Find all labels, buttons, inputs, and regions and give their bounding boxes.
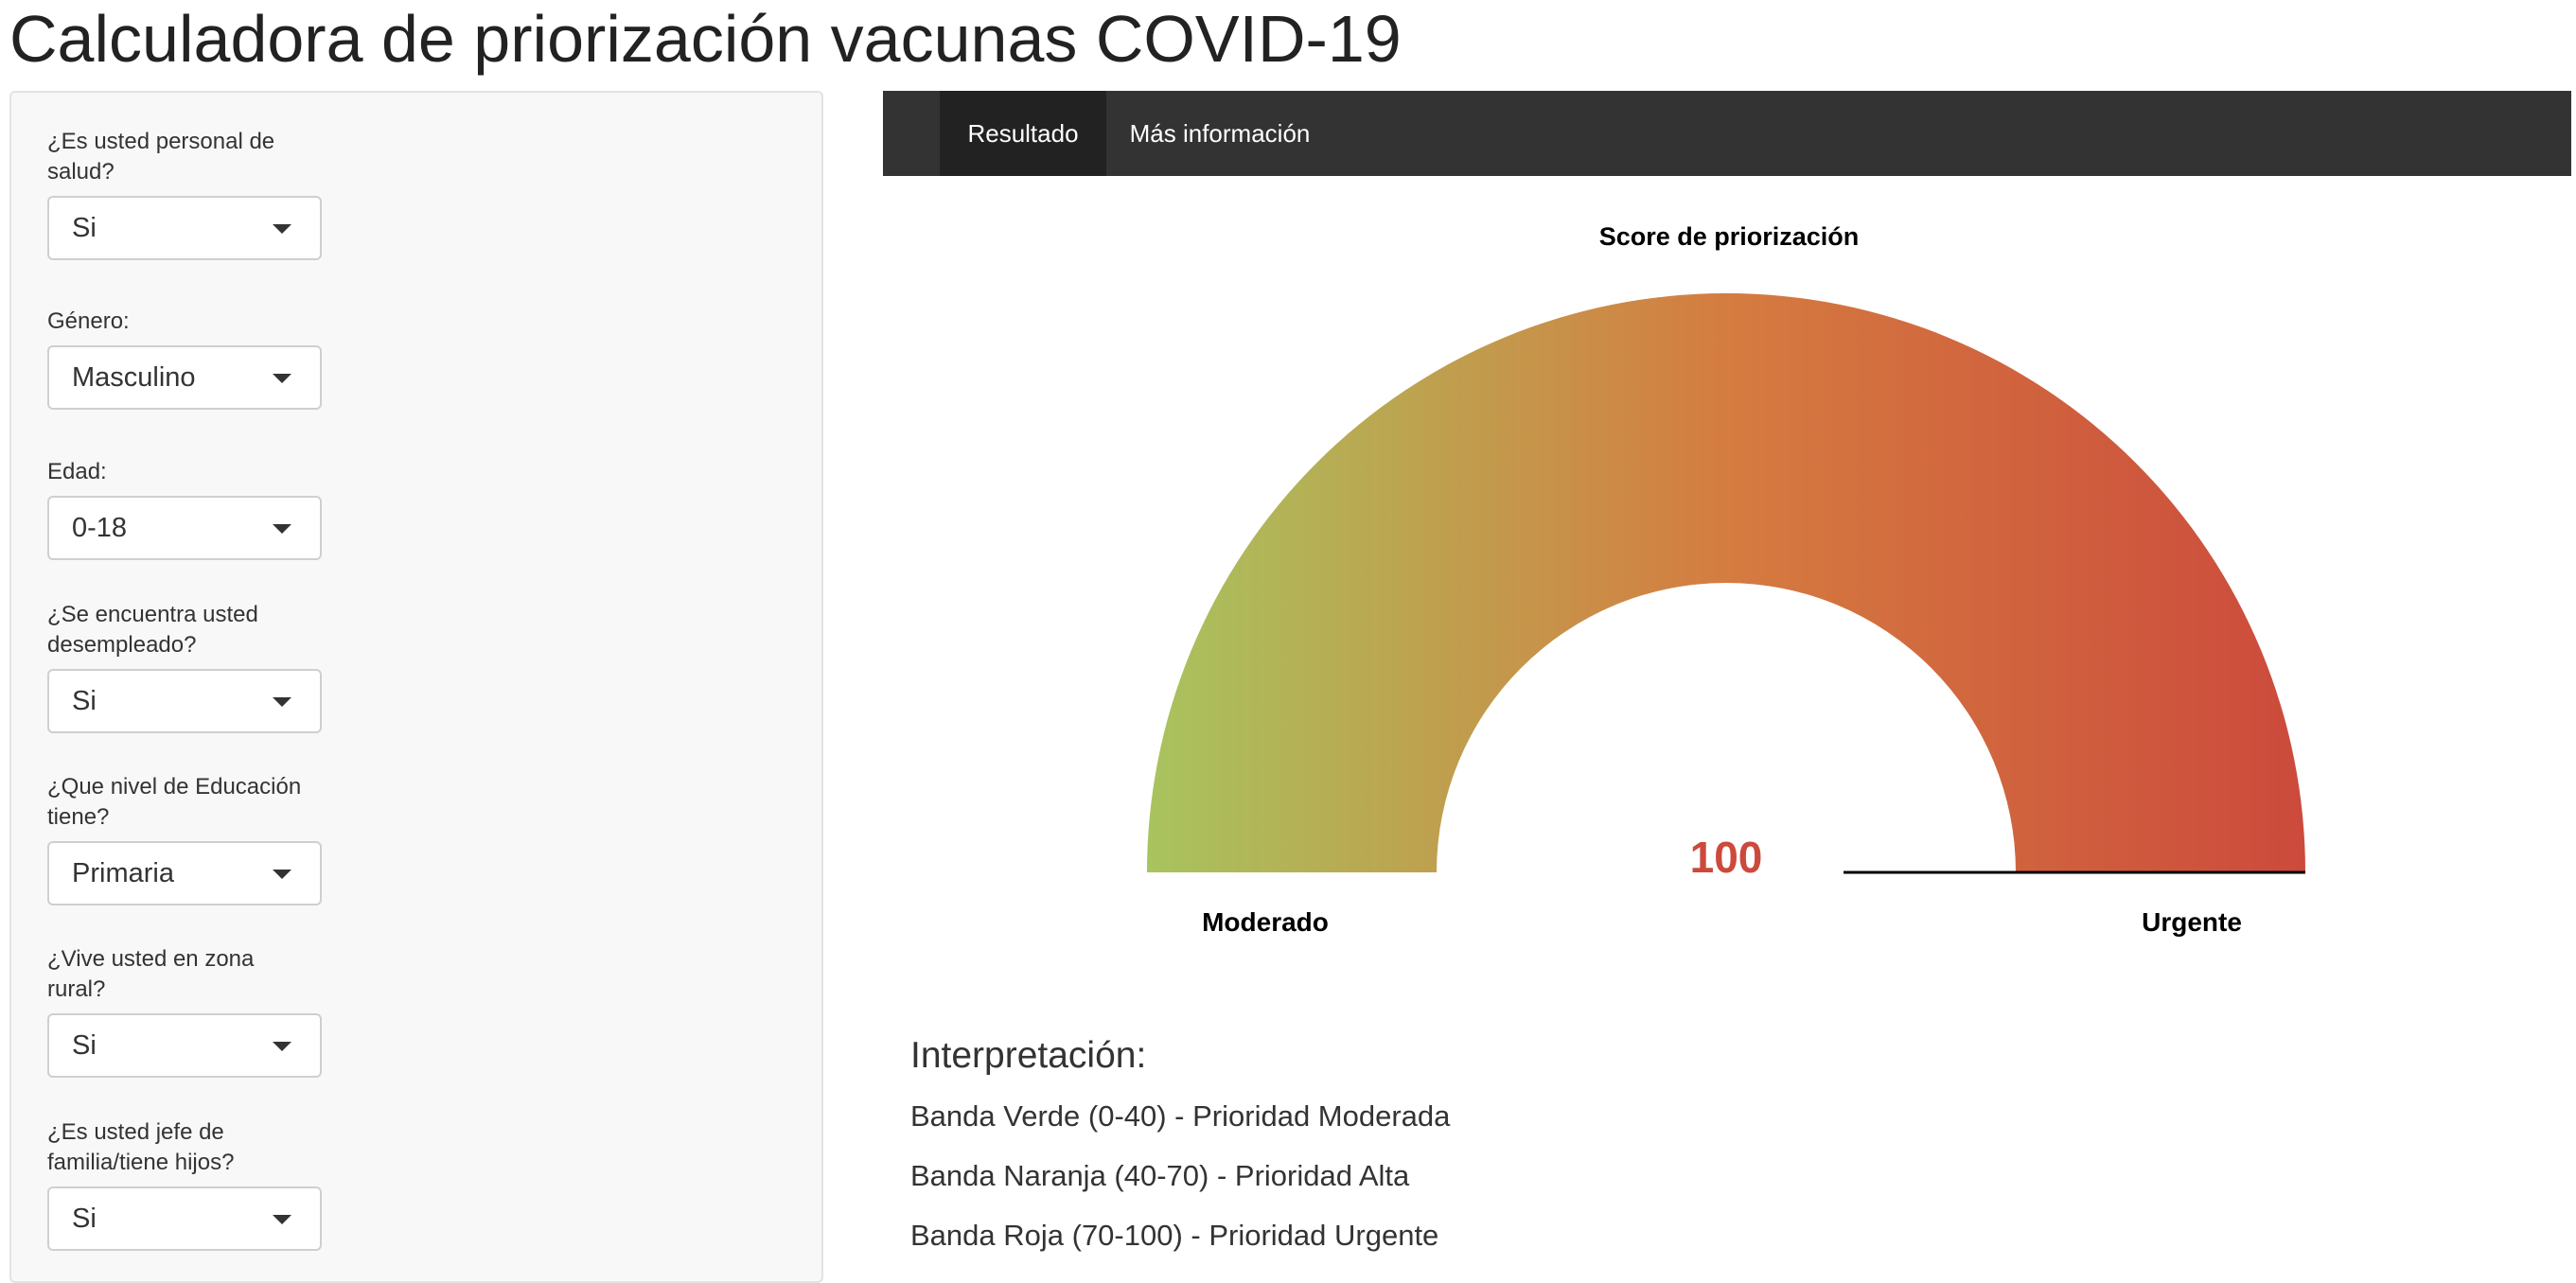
gauge-value: 100 [1690, 833, 1763, 882]
gauge-min-label: Moderado [1202, 907, 1329, 937]
age-select[interactable]: 0-18 [47, 496, 322, 560]
field-unemployed: ¿Se encuentra usted desempleado? Si [47, 600, 341, 733]
tab-resultado[interactable]: Resultado [940, 91, 1106, 176]
select-value: Si [72, 686, 97, 716]
interpretation-heading: Interpretación: [910, 1035, 1147, 1076]
gauge-fill [1147, 293, 2305, 872]
field-rural: ¿Vive usted en zona rural? Si [47, 944, 341, 1078]
select-value: 0-18 [72, 513, 128, 543]
interpretation-line-red: Banda Roja (70-100) - Prioridad Urgente [910, 1219, 1439, 1252]
field-label: ¿Se encuentra usted desempleado? [47, 602, 258, 658]
education-select[interactable]: Primaria [47, 841, 322, 905]
field-education: ¿Que nivel de Educación tiene? Primaria [47, 772, 341, 905]
chevron-down-icon [273, 1215, 291, 1224]
chevron-down-icon [273, 524, 291, 534]
chevron-down-icon [273, 870, 291, 879]
chevron-down-icon [273, 1042, 291, 1051]
tab-mas-informacion[interactable]: Más información [1129, 119, 1311, 148]
gauge-max-label: Urgente [2142, 907, 2242, 937]
unemployed-select[interactable]: Si [47, 669, 322, 733]
field-label: ¿Es usted jefe de familia/tiene hijos? [47, 1119, 235, 1175]
health-worker-select[interactable]: Si [47, 196, 322, 260]
page-title: Calculadora de priorización vacunas COVI… [9, 2, 1402, 76]
field-label: Género: [47, 308, 130, 334]
field-label: ¿Que nivel de Educación tiene? [47, 774, 302, 830]
sidebar-form: ¿Es usted personal de salud? Si Género: … [9, 91, 823, 1283]
select-value: Masculino [72, 362, 196, 393]
field-gender: Género: Masculino [47, 307, 341, 410]
chevron-down-icon [273, 224, 291, 234]
field-label: ¿Vive usted en zona rural? [47, 946, 255, 1002]
field-health-worker: ¿Es usted personal de salud? Si [47, 127, 341, 260]
select-value: Si [72, 213, 97, 243]
rural-select[interactable]: Si [47, 1013, 322, 1078]
chevron-down-icon [273, 374, 291, 383]
interpretation-line-orange: Banda Naranja (40-70) - Prioridad Alta [910, 1159, 1410, 1192]
field-head-of-family: ¿Es usted jefe de familia/tiene hijos? S… [47, 1117, 341, 1251]
field-age: Edad: 0-18 [47, 457, 341, 560]
select-value: Si [72, 1204, 97, 1234]
gender-select[interactable]: Masculino [47, 345, 322, 410]
field-label: ¿Es usted personal de salud? [47, 129, 275, 185]
select-value: Primaria [72, 858, 174, 888]
result-tabs: Resultado Más información [883, 91, 2571, 176]
select-value: Si [72, 1030, 97, 1061]
interpretation-line-green: Banda Verde (0-40) - Prioridad Moderada [910, 1099, 1451, 1133]
gauge-title: Score de priorización [1598, 222, 1860, 251]
field-label: Edad: [47, 459, 107, 484]
chevron-down-icon [273, 697, 291, 707]
head-of-family-select[interactable]: Si [47, 1186, 322, 1251]
